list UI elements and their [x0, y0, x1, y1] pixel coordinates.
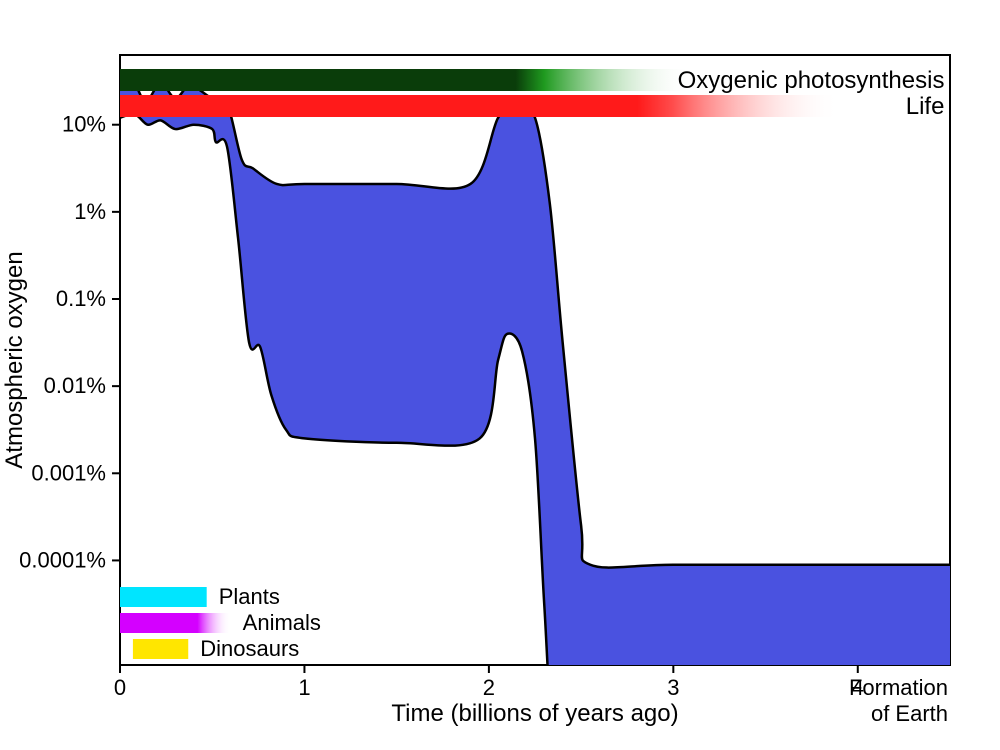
- timeline-bar-life: [120, 95, 839, 117]
- legend-bar-dinosaurs: [133, 639, 188, 659]
- y-tick-label: 0.01%: [44, 373, 106, 398]
- legend-bar-plants: [120, 587, 207, 607]
- y-tick-label: 0.001%: [31, 460, 106, 485]
- legend-bar-animals: [120, 613, 231, 633]
- y-tick-label: 10%: [62, 112, 106, 137]
- legend-label: Dinosaurs: [200, 636, 299, 661]
- timeline-bar-oxygenic-photosynthesis: [120, 69, 692, 91]
- x-tick-label: 1: [298, 675, 310, 700]
- y-tick-label: 0.1%: [56, 286, 106, 311]
- legend-label: Plants: [219, 584, 280, 609]
- oxygen-history-chart: Oxygenic photosynthesisLife PlantsAnimals…: [0, 0, 1000, 750]
- x-axis-label: Time (billions of years ago): [391, 700, 678, 727]
- timeline-label: Life: [906, 93, 945, 120]
- timeline-label: Oxygenic photosynthesis: [678, 67, 945, 94]
- x-tick-label: 3: [667, 675, 679, 700]
- y-tick-label: 1%: [74, 199, 106, 224]
- y-tick-label: 0.0001%: [19, 547, 106, 572]
- x-tick-label: 0: [114, 675, 126, 700]
- x-tick-label: 2: [483, 675, 495, 700]
- y-axis-label: Atmospheric oxygen: [1, 251, 28, 468]
- x-extra-label-bottom: of Earth: [871, 701, 948, 726]
- x-extra-label-top: Formation: [849, 675, 948, 700]
- legend-label: Animals: [243, 610, 321, 635]
